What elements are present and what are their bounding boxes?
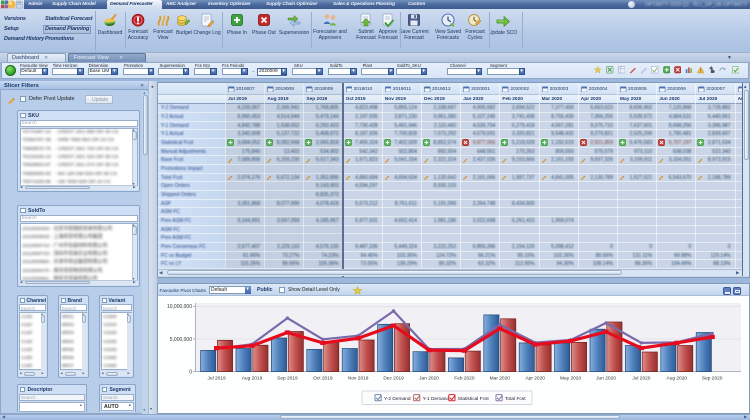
svg-text:Sep 2020: Sep 2020 — [702, 376, 723, 382]
svg-text:Jul 2020: Jul 2020 — [632, 376, 650, 382]
svg-text:Jul 2019: Jul 2019 — [208, 376, 226, 382]
svg-text:0: 0 — [189, 369, 192, 375]
svg-text:Aug 2020: Aug 2020 — [667, 376, 688, 382]
svg-text:Aug 2019: Aug 2019 — [242, 376, 263, 382]
svg-text:Y-2 Demand: Y-2 Demand — [384, 396, 411, 402]
svg-text:Total Fcst: Total Fcst — [505, 396, 526, 402]
svg-text:Sep 2019: Sep 2019 — [277, 376, 298, 382]
svg-text:Jan 2020: Jan 2020 — [419, 376, 439, 382]
svg-text:10,000,000: 10,000,000 — [167, 304, 192, 310]
svg-text:5,000,000: 5,000,000 — [170, 337, 192, 343]
svg-text:May 2020: May 2020 — [560, 376, 581, 382]
svg-text:Dec 2019: Dec 2019 — [383, 376, 404, 382]
svg-text:Statistical Fcst: Statistical Fcst — [458, 396, 490, 402]
svg-text:Oct 2019: Oct 2019 — [313, 376, 333, 382]
svg-text:Mar 2020: Mar 2020 — [490, 376, 511, 382]
svg-text:Apr 2020: Apr 2020 — [525, 376, 545, 382]
svg-text:Jun 2020: Jun 2020 — [596, 376, 616, 382]
svg-text:Y-1 Demand: Y-1 Demand — [423, 396, 450, 402]
svg-text:Nov 2019: Nov 2019 — [348, 376, 369, 382]
svg-text:Feb 2020: Feb 2020 — [454, 376, 475, 382]
